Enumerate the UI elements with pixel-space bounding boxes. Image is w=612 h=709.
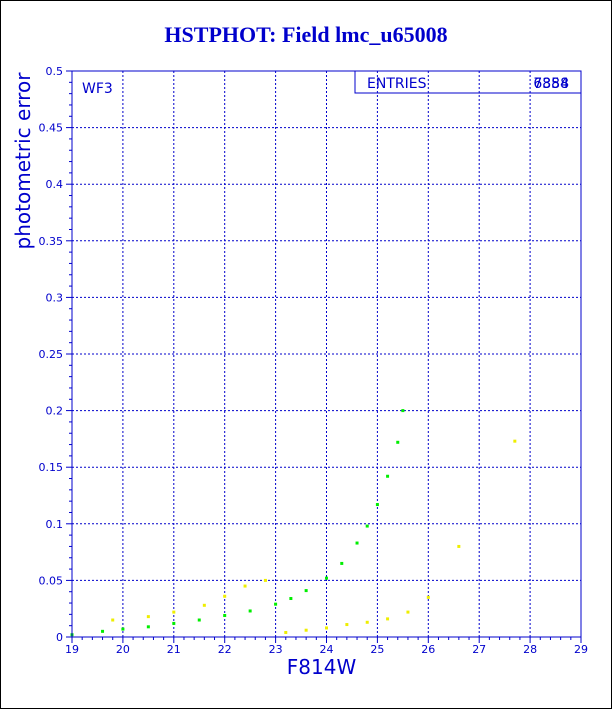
data-point xyxy=(304,628,308,632)
y-tick-label: 0.45 xyxy=(39,122,64,135)
data-point xyxy=(121,627,125,631)
x-tick-label: 28 xyxy=(523,643,537,656)
x-tick-label: 20 xyxy=(116,643,130,656)
data-point xyxy=(197,618,201,622)
y-tick-label: 0.25 xyxy=(39,348,64,361)
y-tick-label: 0.1 xyxy=(46,518,64,531)
x-tick-label: 26 xyxy=(421,643,435,656)
panel-label: WF3 xyxy=(82,81,113,97)
tick-labels: 19 20 21 22 23 24 25 26 27 28 29 0 0.05 0.1 0.15 0.2 0.2… xyxy=(39,65,589,656)
data-point xyxy=(386,617,390,621)
data-point xyxy=(325,576,328,580)
axis-ticks xyxy=(66,70,582,643)
y-tick-label: 0.5 xyxy=(46,65,64,78)
x-tick-label: 21 xyxy=(167,643,181,656)
chart-title: HSTPHOT: Field lmc_u65008 xyxy=(164,22,448,47)
data-point xyxy=(274,602,278,606)
data-point xyxy=(513,439,517,443)
x-tick-label: 29 xyxy=(574,643,588,656)
data-point xyxy=(406,610,410,614)
x-tick-label: 19 xyxy=(65,643,79,656)
data-point xyxy=(457,544,461,548)
data-point xyxy=(345,623,349,627)
y-tick-label: 0.05 xyxy=(39,574,64,587)
data-point xyxy=(325,626,328,630)
stats-entries-value-a: 7358 xyxy=(533,76,569,92)
data-point xyxy=(172,621,176,625)
y-tick-label: 0.15 xyxy=(39,461,64,474)
data-point xyxy=(111,618,115,622)
data-point xyxy=(263,578,267,582)
data-point xyxy=(248,609,252,613)
data-point xyxy=(396,440,400,444)
data-point xyxy=(386,474,390,478)
data-point xyxy=(172,610,176,614)
data-point xyxy=(146,625,150,629)
y-tick-label: 0.4 xyxy=(46,178,64,191)
x-tick-label: 27 xyxy=(472,643,486,656)
x-axis-label: F814W xyxy=(287,655,357,679)
data-point xyxy=(223,613,227,617)
data-point xyxy=(243,584,247,588)
y-tick-label: 0.3 xyxy=(46,291,64,304)
data-points xyxy=(70,409,517,637)
stats-entries-value-b: 6884 xyxy=(533,76,569,92)
y-tick-label: 0 xyxy=(56,631,63,644)
x-tick-label: 23 xyxy=(269,643,283,656)
data-point xyxy=(365,524,369,528)
y-tick-label: 0.35 xyxy=(39,235,64,248)
y-axis-label: photometric error xyxy=(11,72,35,250)
grid xyxy=(71,70,582,638)
data-point xyxy=(375,503,379,507)
x-tick-label: 22 xyxy=(218,643,232,656)
stats-box-border xyxy=(354,70,582,94)
stats-entries-label: ENTRIES xyxy=(367,76,427,92)
data-point xyxy=(355,541,359,545)
data-point xyxy=(202,603,206,607)
data-point xyxy=(289,597,293,601)
data-point xyxy=(223,594,227,598)
y-tick-label: 0.2 xyxy=(46,405,64,418)
data-point xyxy=(365,620,369,624)
data-point xyxy=(101,629,105,633)
data-point xyxy=(426,595,430,599)
stats-box: ENTRIES 7358 6884 xyxy=(354,70,582,94)
x-tick-label: 25 xyxy=(370,643,384,656)
data-point xyxy=(146,615,150,619)
data-point xyxy=(401,409,405,413)
data-point xyxy=(284,630,288,634)
data-point xyxy=(340,561,344,565)
x-tick-label: 24 xyxy=(320,643,334,656)
data-point xyxy=(304,589,308,593)
